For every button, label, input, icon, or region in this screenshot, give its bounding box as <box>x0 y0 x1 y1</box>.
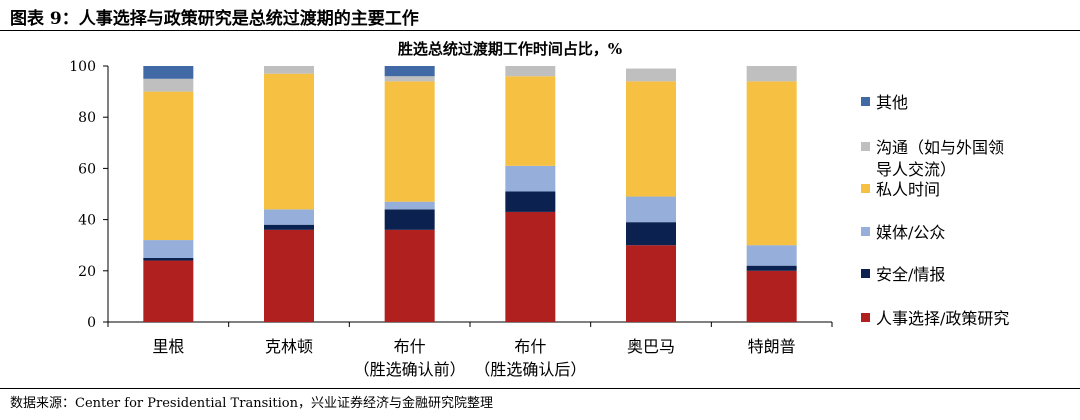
bar-segment <box>143 240 194 258</box>
category-label: 克林顿 <box>265 337 313 356</box>
bar-segment <box>384 66 435 77</box>
chart-bars <box>143 66 797 322</box>
category-label: 布什 <box>394 337 426 356</box>
bar-segment <box>143 258 194 261</box>
bar-segment <box>264 66 314 74</box>
bottom-rule <box>0 388 1080 389</box>
chart-axes: 0 20 40 60 80 100 <box>69 59 833 331</box>
source-note: 数据来源：Center for Presidential Transition，… <box>10 396 493 411</box>
legend-label: 沟通（如与外国领 <box>876 138 1004 157</box>
bar-segment <box>746 270 797 322</box>
category-label: 布什 <box>514 337 546 356</box>
bar-segment <box>384 81 435 202</box>
bar-segment <box>626 81 676 197</box>
legend-label: 媒体/公众 <box>876 223 945 242</box>
y-tick-label: 40 <box>78 213 96 229</box>
legend-label: 私人时间 <box>876 180 940 199</box>
bar-segment <box>143 260 194 322</box>
legend-label: 安全/情报 <box>876 265 945 284</box>
bar-segment <box>505 76 556 166</box>
legend-label: 其他 <box>876 93 908 112</box>
bar-segment <box>626 222 676 246</box>
bar-segment <box>384 76 435 82</box>
bar-segment <box>505 211 556 322</box>
legend-swatch <box>861 269 870 278</box>
legend-swatch <box>861 313 870 322</box>
bar-segment <box>746 81 797 246</box>
bar-segment <box>626 196 676 223</box>
legend-swatch <box>861 184 870 193</box>
bar-segment <box>264 224 314 230</box>
bar-segment <box>264 209 314 225</box>
bar-segment <box>143 78 194 92</box>
bar-segment <box>384 209 435 230</box>
bar-segment <box>143 66 194 79</box>
category-label: 里根 <box>152 337 184 356</box>
legend-swatch <box>861 97 870 106</box>
bar-segment <box>384 201 435 210</box>
stacked-bar-chart: 胜选总统过渡期工作时间占比，% 0 20 40 60 80 100 里根 克林顿 布什 （胜选确… <box>69 40 1009 379</box>
bar-segment <box>746 66 797 82</box>
bar-segment <box>264 229 314 322</box>
category-label: （胜选确认前） <box>354 360 466 379</box>
top-rule <box>0 30 1080 31</box>
category-label: （胜选确认后） <box>474 360 586 379</box>
bar-segment <box>264 73 314 210</box>
bar-segment <box>143 91 194 241</box>
y-tick-label: 80 <box>78 110 96 126</box>
bar-segment <box>746 265 797 271</box>
legend-label: 人事选择/政策研究 <box>876 309 1009 328</box>
bar-segment <box>505 165 556 192</box>
category-label: 奥巴马 <box>627 337 675 356</box>
y-tick-label: 100 <box>69 59 96 75</box>
y-tick-label: 60 <box>78 161 96 177</box>
figure-title: 图表 9：人事选择与政策研究是总统过渡期的主要工作 <box>10 9 419 29</box>
bar-segment <box>505 66 556 77</box>
chart-title: 胜选总统过渡期工作时间占比，% <box>398 40 622 58</box>
category-labels: 里根 克林顿 布什 （胜选确认前） 布什 （胜选确认后） 奥巴马 特朗普 <box>152 337 795 379</box>
y-tick-label: 20 <box>78 264 96 280</box>
bar-segment <box>626 68 676 82</box>
legend-label: 导人交流） <box>876 160 956 179</box>
bar-segment <box>505 191 556 212</box>
legend-swatch <box>861 142 870 151</box>
category-label: 特朗普 <box>748 337 796 356</box>
y-tick-label: 0 <box>87 315 96 331</box>
bar-segment <box>384 229 435 322</box>
bar-segment <box>746 245 797 266</box>
bar-segment <box>626 245 676 322</box>
legend-swatch <box>861 227 870 236</box>
